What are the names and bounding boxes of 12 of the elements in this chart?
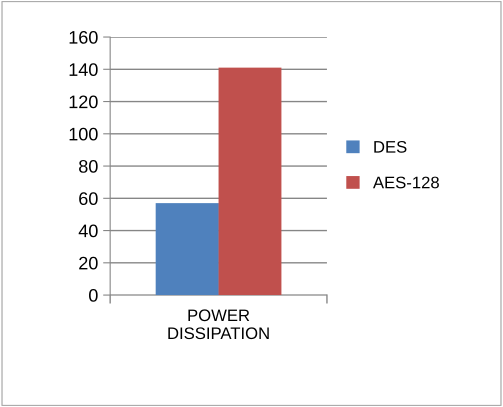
y-tick-label: 80: [79, 160, 98, 173]
legend-label: AES-128: [372, 176, 439, 188]
y-tick-label: 40: [78, 224, 98, 238]
y-tick-label: 60: [79, 192, 98, 206]
y-tick-label: 0: [89, 289, 98, 302]
y-tick-label: 120: [70, 95, 98, 108]
legend-label: DES: [374, 140, 406, 153]
y-tick-label: 160: [70, 30, 98, 44]
y-tick-label: 100: [70, 128, 98, 141]
x-tick-label: POWER DISSIPATION: [168, 309, 269, 340]
y-tick-label: 140: [70, 63, 98, 76]
y-tick-label: 20: [79, 256, 98, 270]
